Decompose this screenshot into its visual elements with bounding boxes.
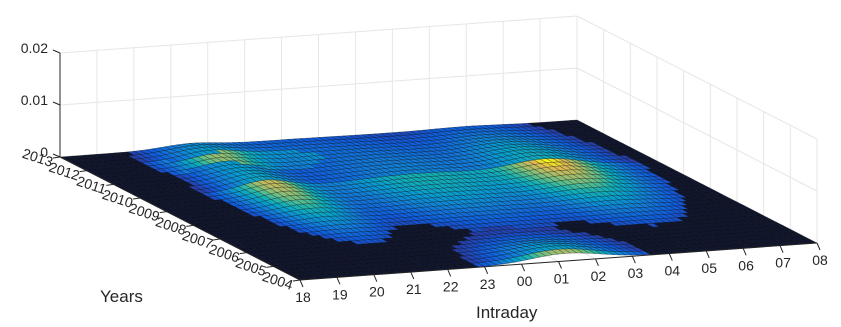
axes (52, 49, 821, 288)
x-tick-label: 21 (406, 281, 422, 297)
x-tick (705, 250, 710, 259)
x-tick-label: 00 (517, 273, 533, 289)
x-tick (336, 277, 341, 285)
x-axis-label: Intraday (476, 303, 538, 322)
y-tick (79, 170, 87, 173)
x-tick (594, 258, 599, 267)
z-tick (52, 153, 61, 158)
y-tick (159, 211, 167, 214)
x-tick (410, 271, 415, 280)
x-tick (299, 279, 304, 288)
x-tick (742, 248, 747, 256)
x-tick (447, 269, 452, 277)
back-wall-grid-line (59, 15, 578, 54)
x-tick-label: 01 (554, 271, 570, 287)
x-tick-label: 08 (812, 252, 828, 268)
x-tick-label: 02 (591, 268, 607, 284)
y-tick (106, 183, 114, 186)
y-tick (239, 252, 247, 255)
x-tick (484, 266, 489, 274)
x-tick (668, 253, 673, 261)
x-tick-label: 20 (369, 284, 385, 300)
y-tick (186, 224, 194, 227)
x-tick (521, 263, 526, 272)
y-axis-line (59, 156, 301, 281)
z-tick-label: 0.02 (21, 40, 48, 56)
x-tick-label: 07 (775, 255, 791, 271)
y-tick (212, 238, 221, 241)
y-tick (292, 279, 301, 282)
x-tick (373, 274, 378, 282)
x-tick-label: 19 (332, 286, 348, 302)
surface-mesh (59, 119, 818, 281)
x-tick (631, 256, 636, 264)
x-tick-label: 04 (665, 263, 681, 279)
z-tick (52, 101, 61, 106)
x-tick-label: 05 (701, 260, 717, 276)
x-tick-label: 18 (295, 289, 311, 305)
x-tick-label: 23 (480, 276, 496, 292)
x-tick (779, 245, 784, 253)
z-tick (52, 49, 61, 54)
z-tick-label: 0 (40, 144, 48, 160)
back-wall-grid-line (59, 67, 578, 106)
y-axis-label: Years (100, 287, 143, 306)
x-tick-label: 22 (443, 278, 459, 294)
y-tick (266, 265, 274, 268)
side-wall-grid-line (576, 15, 818, 140)
x-tick (558, 261, 562, 269)
x-tick-label: 03 (628, 265, 644, 281)
side-wall-grid-line (576, 67, 818, 192)
x-tick-label: 06 (738, 257, 754, 273)
y-tick (132, 197, 141, 200)
x-tick (816, 242, 821, 251)
y-tick (52, 156, 61, 159)
z-tick-label: 0.01 (21, 92, 48, 108)
